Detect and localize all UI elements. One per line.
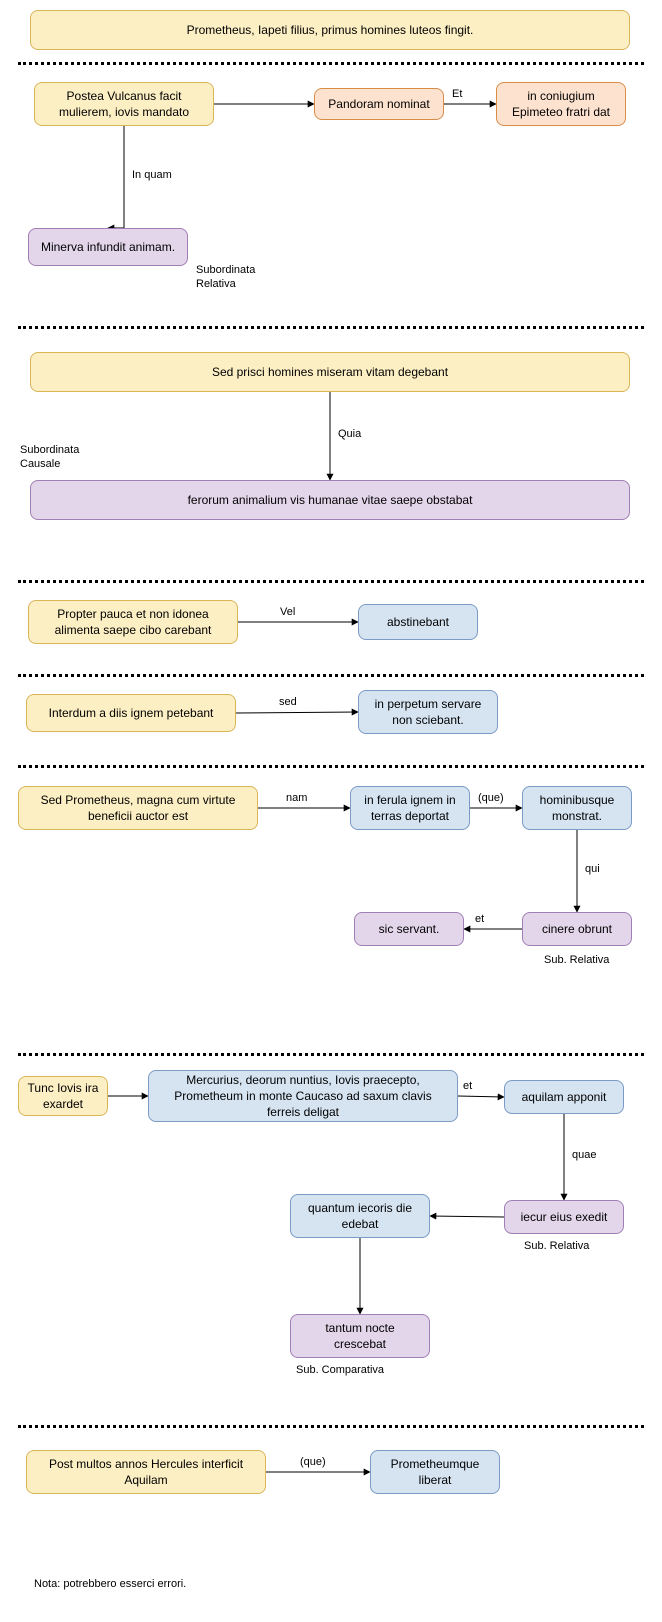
- edge-b2-b5: [108, 126, 124, 228]
- node-b23: Post multos annos Hercules interficit Aq…: [26, 1450, 266, 1494]
- node-b4: in coniugium Epimeteo fratri dat: [496, 82, 626, 126]
- edge-label-b2-b5: In quam: [130, 169, 174, 181]
- annotation-a2: Subordinata Causale: [20, 444, 79, 472]
- node-b6: Sed prisci homines miseram vitam degeban…: [30, 352, 630, 392]
- node-b24: Prometheumque liberat: [370, 1450, 500, 1494]
- node-b12: Sed Prometheus, magna cum virtute benefi…: [18, 786, 258, 830]
- edge-label-b15-b16: et: [473, 913, 486, 925]
- edge-label-b14-b15: qui: [583, 863, 602, 875]
- edge-label-b23-b24: (que): [298, 1456, 328, 1468]
- edge-label-b6-b7: Quia: [336, 428, 363, 440]
- annotation-a1: Subordinata Relativa: [196, 264, 255, 292]
- separator-1: [18, 62, 644, 65]
- annotation-a4: Sub. Relativa: [524, 1240, 589, 1254]
- node-b10: Interdum a diis ignem petebant: [26, 694, 236, 732]
- node-b11: in perpetum servare non sciebant.: [358, 690, 498, 734]
- node-b21: quantum iecoris die edebat: [290, 1194, 430, 1238]
- edge-b10-b11: [236, 712, 358, 713]
- node-b20: iecur eius exedit: [504, 1200, 624, 1234]
- edge-label-b10-b11: sed: [277, 696, 299, 708]
- node-b13: in ferula ignem in terras deportat: [350, 786, 470, 830]
- node-b15: cinere obrunt: [522, 912, 632, 946]
- edge-label-b18-b19: et: [461, 1080, 474, 1092]
- edge-label-b13-b14: (que): [476, 792, 506, 804]
- node-b18: Mercurius, deorum nuntius, Iovis praecep…: [148, 1070, 458, 1122]
- node-b9: abstinebant: [358, 604, 478, 640]
- edge-label-b3-b4: Et: [450, 88, 464, 100]
- node-b1: Prometheus, Iapeti filius, primus homine…: [30, 10, 630, 50]
- separator-7: [18, 1425, 644, 1428]
- edge-label-b12-b13: nam: [284, 792, 309, 804]
- node-b17: Tunc Iovis ira exardet: [18, 1076, 108, 1116]
- separator-4: [18, 674, 644, 677]
- annotation-note: Nota: potrebbero esserci errori.: [34, 1578, 186, 1592]
- node-b19: aquilam apponit: [504, 1080, 624, 1114]
- node-b5: Minerva infundit animam.: [28, 228, 188, 266]
- separator-2: [18, 326, 644, 329]
- edge-b18-b19: [458, 1096, 504, 1097]
- annotation-a5: Sub. Comparativa: [296, 1364, 384, 1378]
- node-b7: ferorum animalium vis humanae vitae saep…: [30, 480, 630, 520]
- node-b3: Pandoram nominat: [314, 88, 444, 120]
- separator-3: [18, 580, 644, 583]
- separator-6: [18, 1053, 644, 1056]
- node-b22: tantum nocte crescebat: [290, 1314, 430, 1358]
- separator-5: [18, 765, 644, 768]
- node-b16: sic servant.: [354, 912, 464, 946]
- node-b14: hominibusque monstrat.: [522, 786, 632, 830]
- edge-label-b8-b9: Vel: [278, 606, 297, 618]
- node-b2: Postea Vulcanus facit mulierem, iovis ma…: [34, 82, 214, 126]
- edge-label-b19-b20: quae: [570, 1149, 598, 1161]
- annotation-a3: Sub. Relativa: [544, 954, 609, 968]
- edge-b20-b21: [430, 1216, 504, 1217]
- node-b8: Propter pauca et non idonea alimenta sae…: [28, 600, 238, 644]
